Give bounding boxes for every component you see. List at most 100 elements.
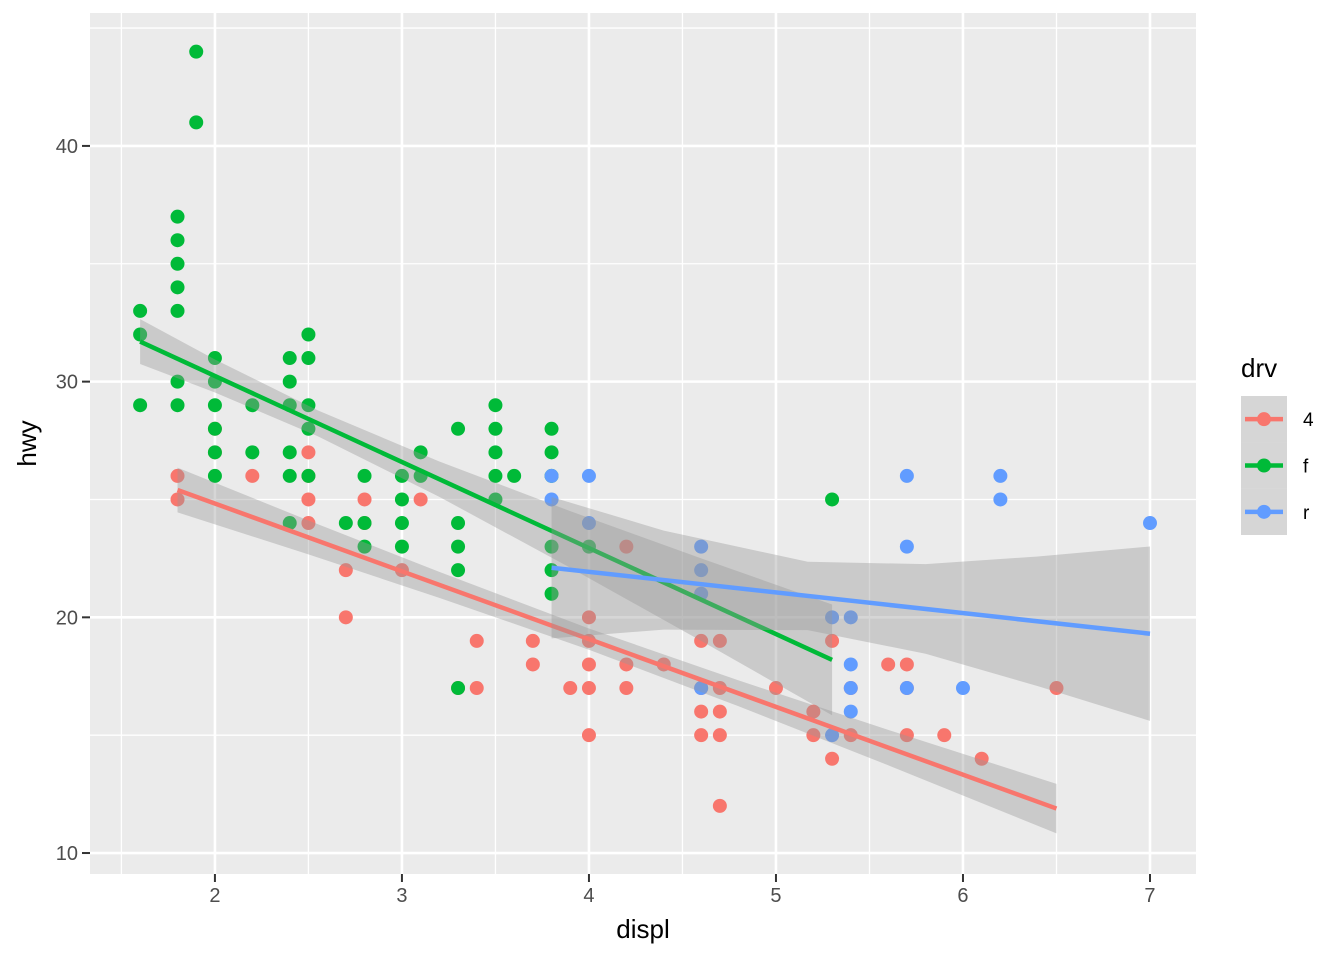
data-point-4: [357, 492, 372, 507]
data-point-r: [843, 681, 858, 696]
x-tick-label: 4: [583, 885, 594, 907]
data-point-f: [338, 516, 353, 531]
data-point-4: [525, 633, 540, 648]
data-point-4: [301, 492, 316, 507]
data-point-r: [1142, 516, 1157, 531]
data-point-f: [133, 303, 148, 318]
data-point-r: [825, 728, 840, 743]
data-point-f: [207, 421, 222, 436]
data-point-f: [170, 233, 185, 248]
legend-title: drv: [1241, 353, 1277, 383]
data-point-f: [301, 468, 316, 483]
data-point-r: [843, 610, 858, 625]
x-tick-label: 7: [1144, 885, 1155, 907]
data-point-r: [899, 681, 914, 696]
data-point-f: [394, 492, 409, 507]
data-point-4: [899, 728, 914, 743]
data-point-4: [170, 492, 185, 507]
data-point-f: [544, 445, 559, 460]
plot-panel: [90, 13, 1196, 874]
data-point-4: [899, 657, 914, 672]
data-point-f: [170, 209, 185, 224]
data-point-4: [619, 681, 634, 696]
data-point-f: [544, 539, 559, 554]
regression-line-r: [551, 565, 1151, 636]
data-point-4: [301, 516, 316, 531]
regression-line-4: [176, 487, 1058, 811]
data-point-4: [974, 751, 989, 766]
data-point-4: [825, 633, 840, 648]
data-point-4: [581, 657, 596, 672]
data-point-4: [619, 539, 634, 554]
data-point-r: [825, 610, 840, 625]
data-point-r: [694, 563, 709, 578]
data-point-f: [413, 445, 428, 460]
data-point-r: [544, 492, 559, 507]
data-point-4: [712, 798, 727, 813]
y-tick-label: 40: [56, 136, 78, 158]
data-point-4: [825, 751, 840, 766]
data-point-f: [544, 586, 559, 601]
legend-key-point-r: [1257, 504, 1271, 519]
data-point-4: [881, 657, 896, 672]
data-point-r: [993, 468, 1008, 483]
y-tick-label: 20: [56, 607, 78, 629]
data-point-4: [581, 728, 596, 743]
x-tick-label: 6: [957, 885, 968, 907]
data-point-4: [581, 610, 596, 625]
data-point-f: [488, 421, 503, 436]
y-tick-label: 10: [56, 843, 78, 865]
data-point-4: [469, 681, 484, 696]
data-point-f: [451, 681, 466, 696]
data-point-f: [170, 398, 185, 413]
data-point-f: [301, 398, 316, 413]
data-point-f: [245, 398, 260, 413]
x-tick-label: 2: [209, 885, 220, 907]
data-point-r: [694, 539, 709, 554]
data-point-f: [133, 327, 148, 342]
data-point-f: [170, 374, 185, 389]
data-point-f: [394, 516, 409, 531]
data-point-r: [899, 539, 914, 554]
confidence-ribbon-r: [551, 497, 1150, 721]
data-point-f: [245, 445, 260, 460]
legend-label-r: r: [1303, 503, 1310, 524]
data-point-f: [207, 468, 222, 483]
data-point-f: [394, 539, 409, 554]
data-point-r: [899, 468, 914, 483]
data-point-4: [563, 681, 578, 696]
y-axis-title: hwy: [12, 420, 42, 466]
data-point-f: [170, 280, 185, 295]
data-point-f: [357, 539, 372, 554]
confidence-ribbon-f: [140, 319, 833, 716]
data-point-4: [712, 633, 727, 648]
data-point-4: [245, 468, 260, 483]
x-axis-title: displ: [616, 914, 669, 944]
data-point-r: [544, 468, 559, 483]
data-point-f: [825, 492, 840, 507]
data-point-f: [133, 398, 148, 413]
data-point-4: [694, 728, 709, 743]
data-point-4: [413, 492, 428, 507]
data-point-4: [469, 633, 484, 648]
data-point-r: [955, 681, 970, 696]
regression-line-f: [139, 339, 834, 662]
data-point-f: [301, 327, 316, 342]
data-point-4: [937, 728, 952, 743]
data-point-f: [488, 445, 503, 460]
data-point-r: [694, 681, 709, 696]
data-point-r: [581, 516, 596, 531]
data-point-4: [338, 563, 353, 578]
data-point-f: [170, 256, 185, 271]
data-point-4: [806, 728, 821, 743]
data-point-4: [301, 445, 316, 460]
data-point-f: [488, 398, 503, 413]
legend-key-point-f: [1257, 458, 1271, 473]
data-point-f: [357, 516, 372, 531]
data-point-f: [189, 115, 204, 130]
data-point-r: [843, 657, 858, 672]
data-point-f: [451, 563, 466, 578]
data-point-f: [488, 468, 503, 483]
